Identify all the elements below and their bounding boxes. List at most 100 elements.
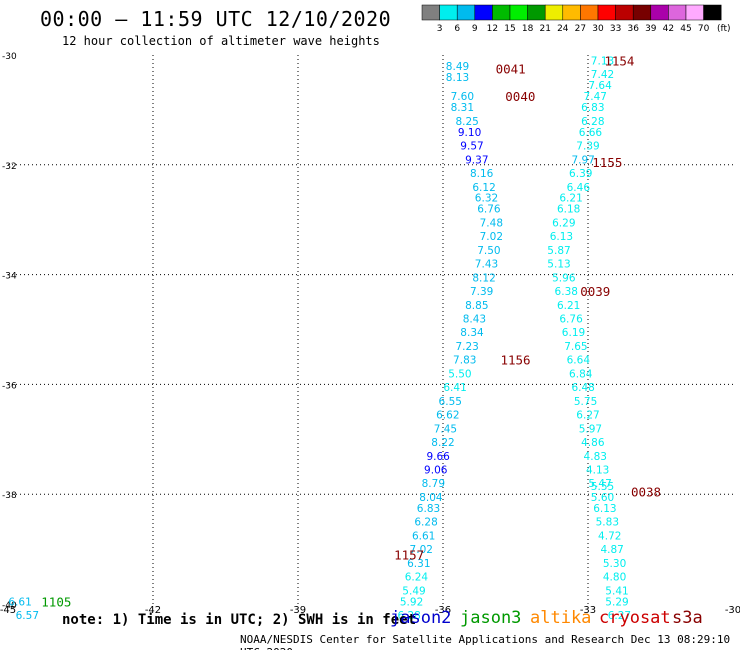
swh-data-point: 5.92 (400, 596, 423, 608)
x-tick-label: -36 (435, 605, 451, 616)
colorbar-cell (685, 4, 704, 21)
swh-data-point: 6.76 (559, 314, 583, 326)
swh-data-point: 7.02 (410, 544, 433, 556)
swh-data-point: 6.19 (562, 327, 585, 339)
swh-data-point: 7.02 (480, 231, 503, 243)
colorbar-cell (703, 4, 722, 21)
swh-data-point: 7.60 (451, 91, 474, 103)
colorbar-tick-label: 33 (610, 24, 621, 34)
swh-data-point: 4.83 (584, 451, 607, 463)
colorbar-cell (632, 4, 652, 21)
swh-data-point: 7.50 (477, 245, 500, 257)
footnote: note: 1) Time is in UTC; 2) SWH is in fe… (62, 612, 417, 628)
swh-data-point: 8.85 (465, 300, 488, 312)
colorbar-cell (492, 4, 511, 21)
x-tick-label: -30 (725, 605, 740, 616)
y-tick-label: -36 (2, 381, 17, 391)
colorbar-tick-label: 39 (645, 24, 657, 34)
colorbar-tick-label: 27 (575, 24, 586, 34)
swh-data-point: 6.27 (576, 410, 599, 422)
chart-title: 00:00 – 11:59 UTC 12/10/2020 (40, 7, 392, 31)
swh-data-point: 5.87 (547, 245, 570, 257)
pass-time-label: 0039 (580, 284, 610, 299)
pass-time-label: 1157 (394, 548, 424, 563)
swh-data-point: 5.13 (547, 259, 570, 271)
swh-data-point: 8.13 (446, 72, 469, 84)
swh-data-point: 5.55 (591, 481, 614, 493)
legend-item-jason2: jason2 (390, 608, 452, 628)
swh-data-point: 6.39 (569, 168, 592, 180)
colorbar-tick-label: 12 (487, 24, 498, 34)
swh-data-point: 6.32 (475, 193, 498, 205)
colorbar-tick-label: 21 (539, 24, 550, 34)
x-tick-label: -33 (580, 605, 596, 616)
colorbar-cell (474, 4, 493, 21)
swh-data-point: 6.55 (439, 396, 462, 408)
colorbar-tick-label: 6 (454, 24, 460, 34)
colorbar-cell (456, 4, 476, 21)
legend-item-altika: altika (530, 608, 592, 628)
legend-item-jason3: jason3 (460, 608, 522, 628)
swh-data-point: 5.60 (591, 492, 614, 504)
pass-time-label: 1105 (41, 594, 71, 609)
swh-data-point: 9.57 (460, 141, 483, 153)
swh-data-point: 5.97 (579, 423, 602, 435)
swh-data-point: 9.37 (465, 154, 488, 166)
swh-data-point: 6.18 (557, 204, 580, 216)
swh-data-point: 4.13 (586, 464, 609, 476)
swh-data-point: 7.64 (588, 80, 612, 92)
colorbar-cell (615, 4, 634, 21)
colorbar-tick-label: 18 (522, 24, 534, 34)
swh-data-point: 6.41 (443, 382, 466, 394)
colorbar-cell (562, 4, 581, 21)
swh-data-point: 7.43 (475, 259, 498, 271)
swh-data-point: 6.61 (412, 530, 435, 542)
swh-data-point: 6.31 (407, 558, 430, 570)
pass-time-label: 0038 (631, 484, 661, 499)
chart-subtitle: 12 hour collection of altimeter wave hei… (62, 34, 380, 48)
swh-data-point: 6.12 (472, 182, 495, 194)
colorbar-cell (580, 4, 599, 21)
swh-data-point: 6.61 (8, 596, 31, 608)
swh-data-point: 4.80 (603, 572, 626, 584)
swh-data-point: 7.83 (453, 355, 476, 367)
swh-data-point: 7.42 (591, 69, 614, 81)
swh-data-point: 7.39 (470, 286, 493, 298)
colorbar-tick-label: 70 (698, 24, 710, 34)
swh-data-point: 6.27 (608, 610, 631, 622)
swh-data-point: 6.83 (417, 503, 440, 515)
colorbar-cell (544, 4, 564, 21)
swh-data-point: 6.13 (550, 231, 573, 243)
swh-data-point: 7.45 (434, 423, 457, 435)
y-tick-label: -34 (2, 272, 17, 282)
swh-data-point: 5.50 (448, 368, 471, 380)
pass-time-label: 0041 (496, 62, 526, 77)
swh-data-point: 7.13 (591, 55, 614, 67)
swh-data-point: 8.34 (460, 327, 484, 339)
colorbar-cell (439, 4, 458, 21)
colorbar-tick-label: 3 (437, 24, 443, 34)
colorbar-tick-label: 36 (627, 24, 639, 34)
colorbar-cell (421, 4, 440, 21)
y-tick-label: -30 (2, 52, 17, 62)
swh-data-point: 6.28 (414, 517, 437, 529)
swh-data-point: 6.83 (581, 102, 604, 114)
x-tick-label: -42 (145, 605, 161, 616)
swh-data-point: 8.16 (470, 168, 494, 180)
colorbar-tick-label: 30 (592, 24, 604, 34)
y-tick-label: -32 (2, 162, 17, 172)
y-tick-label: -40 (2, 601, 17, 611)
swh-data-point: 9.06 (424, 464, 448, 476)
x-tick-label: -45 (0, 605, 16, 616)
swh-data-point: 6.76 (477, 204, 501, 216)
swh-data-point: 8.04 (419, 492, 443, 504)
swh-data-point: 6.28 (397, 610, 420, 622)
swh-data-point: 7.48 (480, 217, 503, 229)
colorbar-cell (597, 4, 616, 21)
swh-data-point: 5.96 (552, 272, 576, 284)
swh-data-point: 6.48 (571, 382, 594, 394)
swh-data-point: 5.29 (605, 596, 628, 608)
colorbar-tick-label: 9 (472, 24, 478, 34)
swh-data-point: 6.21 (557, 300, 580, 312)
